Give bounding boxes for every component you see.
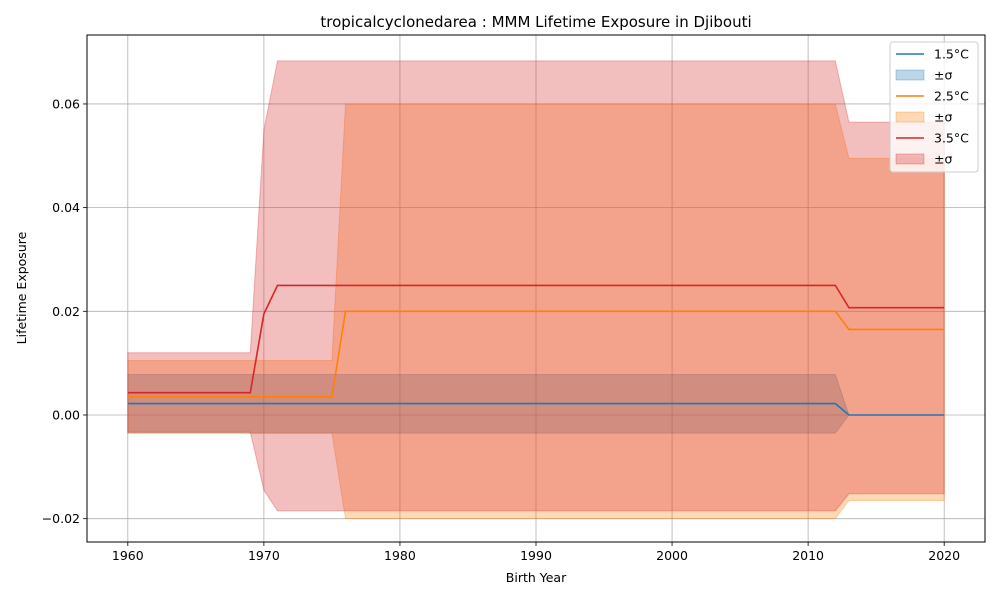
x-tick-label: 1980 xyxy=(384,548,416,563)
line-layer xyxy=(127,284,945,416)
chart-title: tropicalcyclonedarea : MMM Lifetime Expo… xyxy=(320,13,751,31)
y-tick-label: −0.02 xyxy=(42,511,80,526)
x-tick-label: 2020 xyxy=(928,548,960,563)
y-axis: −0.02 0.00 0.02 0.04 0.06 xyxy=(42,96,87,526)
legend-band-swatch xyxy=(895,153,925,165)
line-series-1 xyxy=(127,402,945,416)
legend-label: 2.5°C xyxy=(934,89,969,104)
legend-band-label: ±σ xyxy=(934,68,952,83)
line-series-2 xyxy=(127,310,945,398)
legend-band-swatch xyxy=(895,69,925,81)
legend-box xyxy=(889,41,979,173)
y-axis-label: Lifetime Exposure xyxy=(14,231,29,344)
legend-band-label: ±σ xyxy=(934,110,952,125)
y-tick-label: 0.06 xyxy=(52,96,80,111)
legend-band-swatch xyxy=(895,111,925,123)
line-series-3 xyxy=(127,284,945,394)
legend-band-label: ±σ xyxy=(934,152,952,167)
x-axis-label: Birth Year xyxy=(506,570,567,585)
x-tick-label: 1970 xyxy=(248,548,280,563)
legend-label: 3.5°C xyxy=(934,131,969,146)
x-tick-label: 2010 xyxy=(792,548,824,563)
legend: 1.5°C ±σ 2.5°C ±σ 3.5°C ±σ xyxy=(889,41,979,173)
x-tick-label: 1960 xyxy=(112,548,144,563)
x-axis: 1960 1970 1980 1990 2000 2010 2020 xyxy=(112,542,960,563)
y-tick-label: 0.04 xyxy=(52,200,80,215)
y-tick-label: 0.00 xyxy=(52,407,80,422)
legend-label: 1.5°C xyxy=(934,47,969,62)
x-tick-label: 1990 xyxy=(520,548,552,563)
x-tick-label: 2000 xyxy=(656,548,688,563)
y-tick-label: 0.02 xyxy=(52,304,80,319)
